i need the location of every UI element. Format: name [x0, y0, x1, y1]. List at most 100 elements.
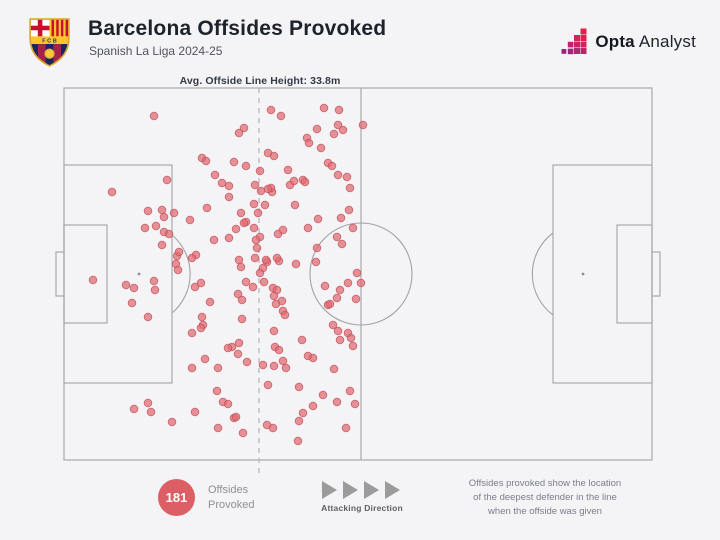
- offside-dot: [333, 170, 343, 180]
- offside-dot: [159, 212, 169, 222]
- offside-dot: [121, 280, 131, 290]
- goal-right: [651, 251, 661, 297]
- offside-dot: [297, 335, 307, 345]
- offside-dot: [358, 120, 368, 130]
- offside-dot: [342, 172, 352, 182]
- svg-text:F C B: F C B: [42, 39, 57, 45]
- offside-dot: [345, 183, 355, 193]
- offside-dot: [196, 278, 206, 288]
- offside-dot: [283, 165, 293, 175]
- offside-dot: [319, 103, 329, 113]
- offside-dot: [312, 124, 322, 134]
- offside-dot: [224, 233, 234, 243]
- offside-dot: [237, 295, 247, 305]
- offside-dot: [127, 298, 137, 308]
- offside-dot: [202, 203, 212, 213]
- offside-dot: [239, 123, 249, 133]
- offside-dot: [276, 111, 286, 121]
- penalty-area-left: [63, 164, 173, 384]
- offside-dot: [151, 221, 161, 231]
- offside-dot: [164, 229, 174, 239]
- offside-dot: [278, 225, 288, 235]
- offside-dot: [190, 282, 200, 292]
- opta-squares-icon: [561, 28, 587, 55]
- offside-dot: [250, 253, 260, 263]
- offside-dot: [351, 294, 361, 304]
- offside-dot: [213, 423, 223, 433]
- offside-dot: [149, 111, 159, 121]
- offside-dot: [233, 349, 243, 359]
- opta-wordmark: Opta Analyst: [595, 32, 696, 52]
- barcelona-crest-logo: F C B: [29, 18, 70, 67]
- offside-dot: [213, 363, 223, 373]
- offside-dot: [320, 281, 330, 291]
- offside-dot: [187, 253, 197, 263]
- footnote: Offsides provoked show the location of t…: [430, 477, 660, 519]
- offside-dot: [190, 407, 200, 417]
- offside-dot: [129, 404, 139, 414]
- offside-dot: [250, 180, 260, 190]
- offside-dot: [344, 205, 354, 215]
- penalty-spot-left: [137, 272, 141, 276]
- offside-dot: [274, 345, 284, 355]
- offside-dot: [325, 299, 335, 309]
- offside-dot: [350, 399, 360, 409]
- six-yard-box-left: [63, 224, 108, 324]
- offside-dot: [260, 200, 270, 210]
- penalty-arc-left: [171, 234, 191, 314]
- offside-dot: [271, 299, 281, 309]
- offside-dot: [291, 259, 301, 269]
- offside-dot: [337, 239, 347, 249]
- offside-dot: [335, 285, 345, 295]
- arrow-icon: [385, 481, 400, 499]
- offside-dot: [303, 223, 313, 233]
- offside-dot: [332, 293, 342, 303]
- opta-wordmark-regular: Analyst: [638, 31, 696, 51]
- offside-dot: [281, 363, 291, 373]
- offside-dot: [252, 243, 262, 253]
- offside-dot: [304, 138, 314, 148]
- offside-dot: [269, 151, 279, 161]
- offside-dot: [217, 178, 227, 188]
- total-offsides-badge: 181: [158, 479, 195, 516]
- offside-dot: [237, 314, 247, 324]
- offside-dot: [318, 390, 328, 400]
- offside-dot: [289, 176, 299, 186]
- offside-dot: [262, 420, 272, 430]
- offside-dot: [343, 278, 353, 288]
- offside-dot: [335, 335, 345, 345]
- offside-dot: [241, 161, 251, 171]
- offside-dot: [294, 382, 304, 392]
- offside-dot: [346, 333, 356, 343]
- offside-dot: [129, 283, 139, 293]
- offside-dot: [143, 398, 153, 408]
- offside-dot: [149, 276, 159, 286]
- offside-dot: [201, 156, 211, 166]
- offside-dot: [236, 262, 246, 272]
- offside-dot: [210, 170, 220, 180]
- crest-artwork: F C B: [30, 19, 69, 66]
- offside-dot: [272, 253, 282, 263]
- offside-dot: [209, 235, 219, 245]
- offside-dot: [329, 364, 339, 374]
- offside-dot: [341, 423, 351, 433]
- offside-dot: [231, 224, 241, 234]
- offside-dot: [238, 428, 248, 438]
- offside-dot: [251, 235, 261, 245]
- offside-dot: [157, 205, 167, 215]
- offside-dot: [197, 312, 207, 322]
- offside-dot: [224, 181, 234, 191]
- offside-dot: [234, 255, 244, 265]
- opta-analyst-logo: Opta Analyst: [560, 28, 696, 55]
- offside-dot: [348, 341, 358, 351]
- arrow-icon: [322, 481, 337, 499]
- offside-dot: [231, 412, 241, 422]
- offside-dot: [290, 200, 300, 210]
- offside-dot: [333, 326, 343, 336]
- offside-dot: [150, 285, 160, 295]
- offside-dot: [312, 243, 322, 253]
- offside-dot: [173, 265, 183, 275]
- offside-dot: [234, 338, 244, 348]
- footnote-line: of the deepest defender in the line: [473, 492, 617, 503]
